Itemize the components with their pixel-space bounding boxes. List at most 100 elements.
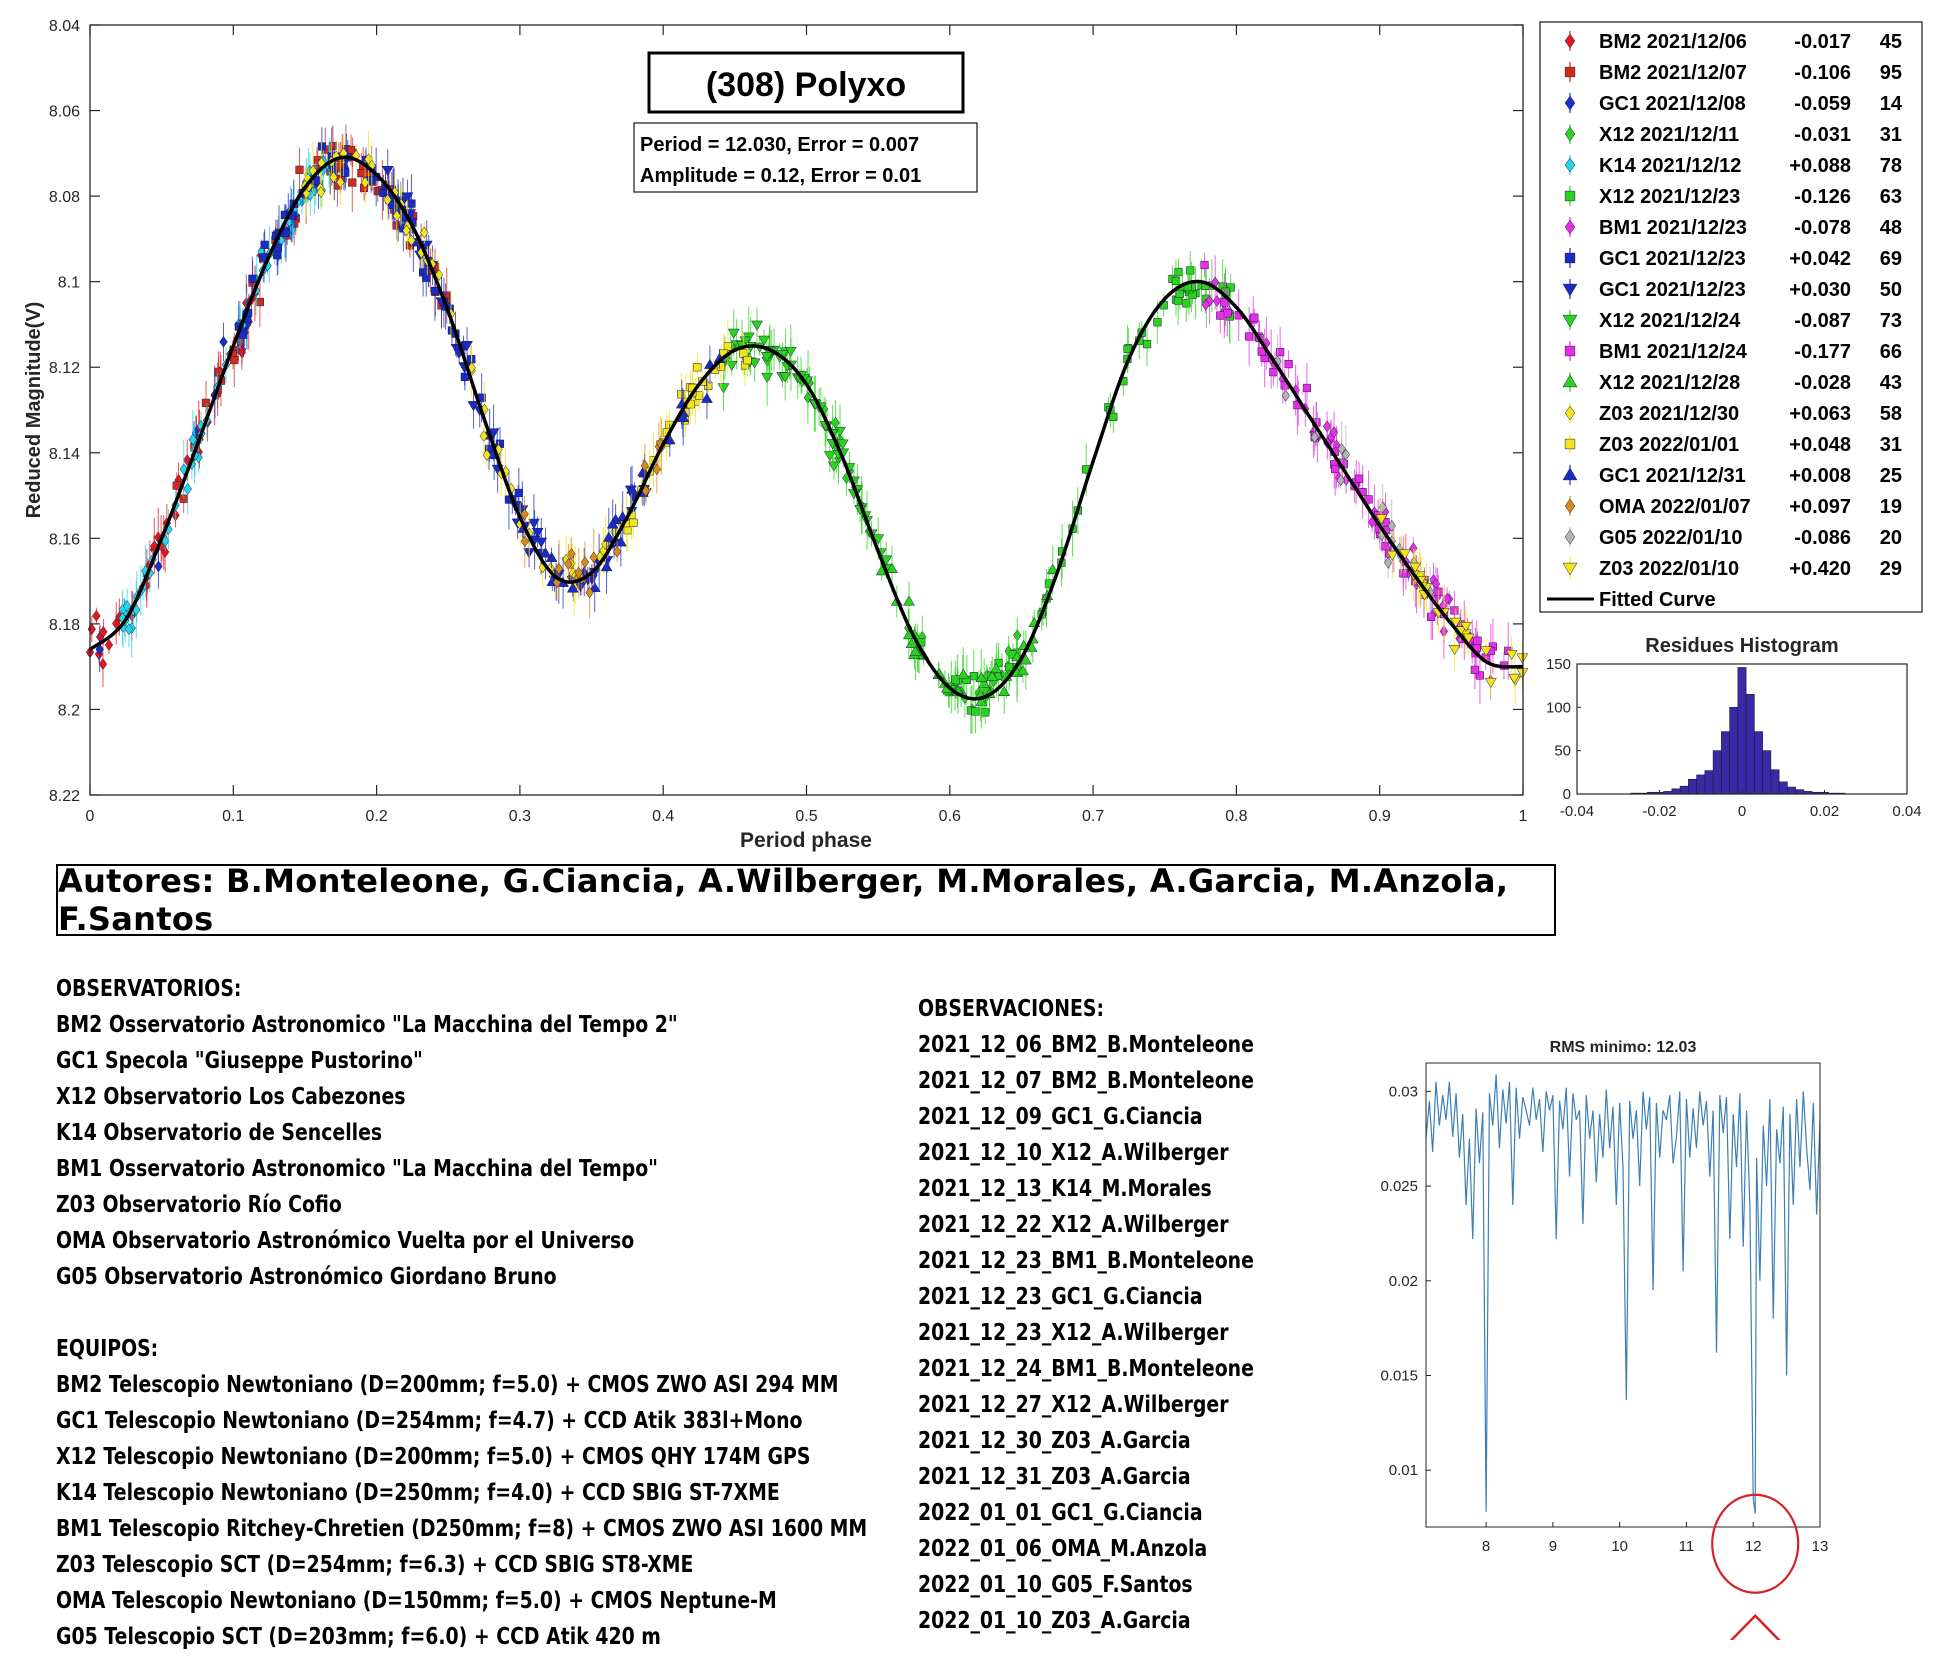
data-point <box>357 169 366 178</box>
legend-marker <box>1564 66 1576 78</box>
legend-series-count: 73 <box>1880 310 1902 332</box>
data-point <box>554 562 564 575</box>
data-point <box>99 625 108 638</box>
legend-series-name: BM2 2021/12/07 <box>1599 62 1747 84</box>
legend-series-offset: -0.106 <box>1794 62 1851 84</box>
data-point <box>589 551 598 564</box>
highlight-circle <box>1711 1493 1800 1594</box>
data-point <box>461 341 473 352</box>
legend-series-count: 66 <box>1880 341 1902 363</box>
data-point <box>566 582 579 593</box>
data-point <box>520 508 529 521</box>
observation-line: 2021_12_22_X12_A.Wilberger <box>918 1212 1229 1238</box>
data-point <box>1480 646 1493 657</box>
legend-series-count: 14 <box>1880 93 1903 115</box>
legend-marker <box>1564 126 1576 142</box>
data-point <box>531 527 544 539</box>
data-point <box>183 482 192 495</box>
legend-series-name: BM2 2021/12/06 <box>1599 31 1747 53</box>
data-point <box>1449 617 1462 628</box>
histogram-bar <box>1688 778 1697 795</box>
data-point <box>467 361 476 374</box>
data-point <box>626 483 638 494</box>
hist-y-tick-label: 50 <box>1554 743 1571 760</box>
data-point <box>1046 563 1059 574</box>
data-point <box>574 566 583 579</box>
data-point <box>150 540 159 553</box>
data-point <box>383 193 392 206</box>
hist-x-tick-label: -0.04 <box>1560 803 1594 820</box>
legend-series-name: X12 2021/12/24 <box>1599 310 1741 332</box>
data-point <box>957 668 970 679</box>
observatory-line: BM1 Osservatorio Astronomico "La Macchin… <box>56 1156 659 1182</box>
data-point <box>402 224 411 237</box>
data-point <box>348 178 357 187</box>
data-point <box>183 454 192 467</box>
legend-series-count: 58 <box>1880 403 1902 425</box>
observatorios-heading: OBSERVATORIOS: <box>56 976 242 1002</box>
legend-entry: BM2 2021/12/06 -0.017 45 <box>1564 31 1902 53</box>
data-point <box>104 639 114 651</box>
rms-y-tick-label: 0.02 <box>1389 1273 1418 1290</box>
legend-entry: Z03 2022/01/01 +0.048 31 <box>1564 434 1902 456</box>
data-point <box>482 449 492 461</box>
data-point <box>430 286 440 295</box>
legend-series-offset: -0.031 <box>1794 124 1851 146</box>
data-point <box>1216 311 1225 320</box>
data-point <box>535 537 548 548</box>
hist-y-tick-label: 150 <box>1546 656 1571 673</box>
legend-series-name: K14 2021/12/12 <box>1599 155 1741 177</box>
histogram-bar <box>1737 667 1747 795</box>
data-point <box>1473 636 1482 645</box>
legend-series-name: GC1 2021/12/08 <box>1599 93 1746 115</box>
legend-series-count: 50 <box>1880 279 1902 301</box>
data-point <box>281 228 291 238</box>
series-5 <box>917 251 1235 735</box>
hist-x-tick-label: 0 <box>1738 803 1746 820</box>
legend-marker <box>1564 345 1576 357</box>
legend-series-name: G05 2022/01/10 <box>1599 527 1742 549</box>
legend-series-count: 45 <box>1880 31 1902 53</box>
legend-series-name: X12 2021/12/11 <box>1599 124 1739 146</box>
data-point <box>1470 665 1479 674</box>
legend-marker <box>1564 33 1576 49</box>
title-box: (308) Polyxo <box>647 51 965 114</box>
data-point <box>998 685 1011 696</box>
legend-series-offset: +0.420 <box>1789 558 1851 580</box>
y-tick-label: 8.14 <box>49 446 80 463</box>
data-point <box>640 459 650 472</box>
x-tick-label: 0.7 <box>1082 808 1104 825</box>
observaciones-section: OBSERVACIONES: 2021_12_06_BM2_B.Monteleo… <box>918 991 1328 1639</box>
histogram-bar <box>1712 750 1722 795</box>
data-point <box>886 562 898 573</box>
data-point <box>316 186 326 199</box>
legend-series-name: Z03 2022/01/10 <box>1599 558 1739 580</box>
legend-series-count: 69 <box>1880 248 1902 270</box>
data-point <box>1508 673 1521 684</box>
legend-entry: X12 2021/12/11 -0.031 31 <box>1564 124 1902 146</box>
data-point <box>1250 313 1259 322</box>
observation-line: 2021_12_23_BM1_B.Monteleone <box>918 1248 1254 1274</box>
legend-series-offset: -0.078 <box>1794 217 1851 239</box>
legend-series-name: GC1 2021/12/31 <box>1599 465 1746 487</box>
histogram-bar <box>1795 789 1805 795</box>
data-point <box>1269 367 1278 377</box>
data-point <box>606 518 619 529</box>
data-point <box>836 439 849 450</box>
x-tick-label: 0.6 <box>939 808 961 825</box>
x-tick-label: 0.5 <box>795 808 817 825</box>
data-point <box>92 609 101 622</box>
legend-series-offset: -0.126 <box>1794 186 1851 208</box>
legend-series-name: X12 2021/12/23 <box>1599 186 1740 208</box>
data-point <box>1386 550 1399 561</box>
legend-entry: BM1 2021/12/23 -0.078 48 <box>1564 217 1902 239</box>
data-point <box>201 398 211 407</box>
equipment-line: GC1 Telescopio Newtoniano (D=254mm; f=4.… <box>56 1408 803 1434</box>
data-point <box>527 518 540 529</box>
legend-entry: OMA 2022/01/07 +0.097 19 <box>1564 496 1902 518</box>
legend-series-offset: +0.097 <box>1789 496 1851 518</box>
period-line: Period = 12.030, Error = 0.007 <box>640 134 919 156</box>
legend-entry: Z03 2022/01/10 +0.420 29 <box>1562 558 1902 580</box>
data-point <box>381 166 394 177</box>
equipment-line: BM1 Telescopio Ritchey-Chretien (D250mm;… <box>56 1516 868 1542</box>
